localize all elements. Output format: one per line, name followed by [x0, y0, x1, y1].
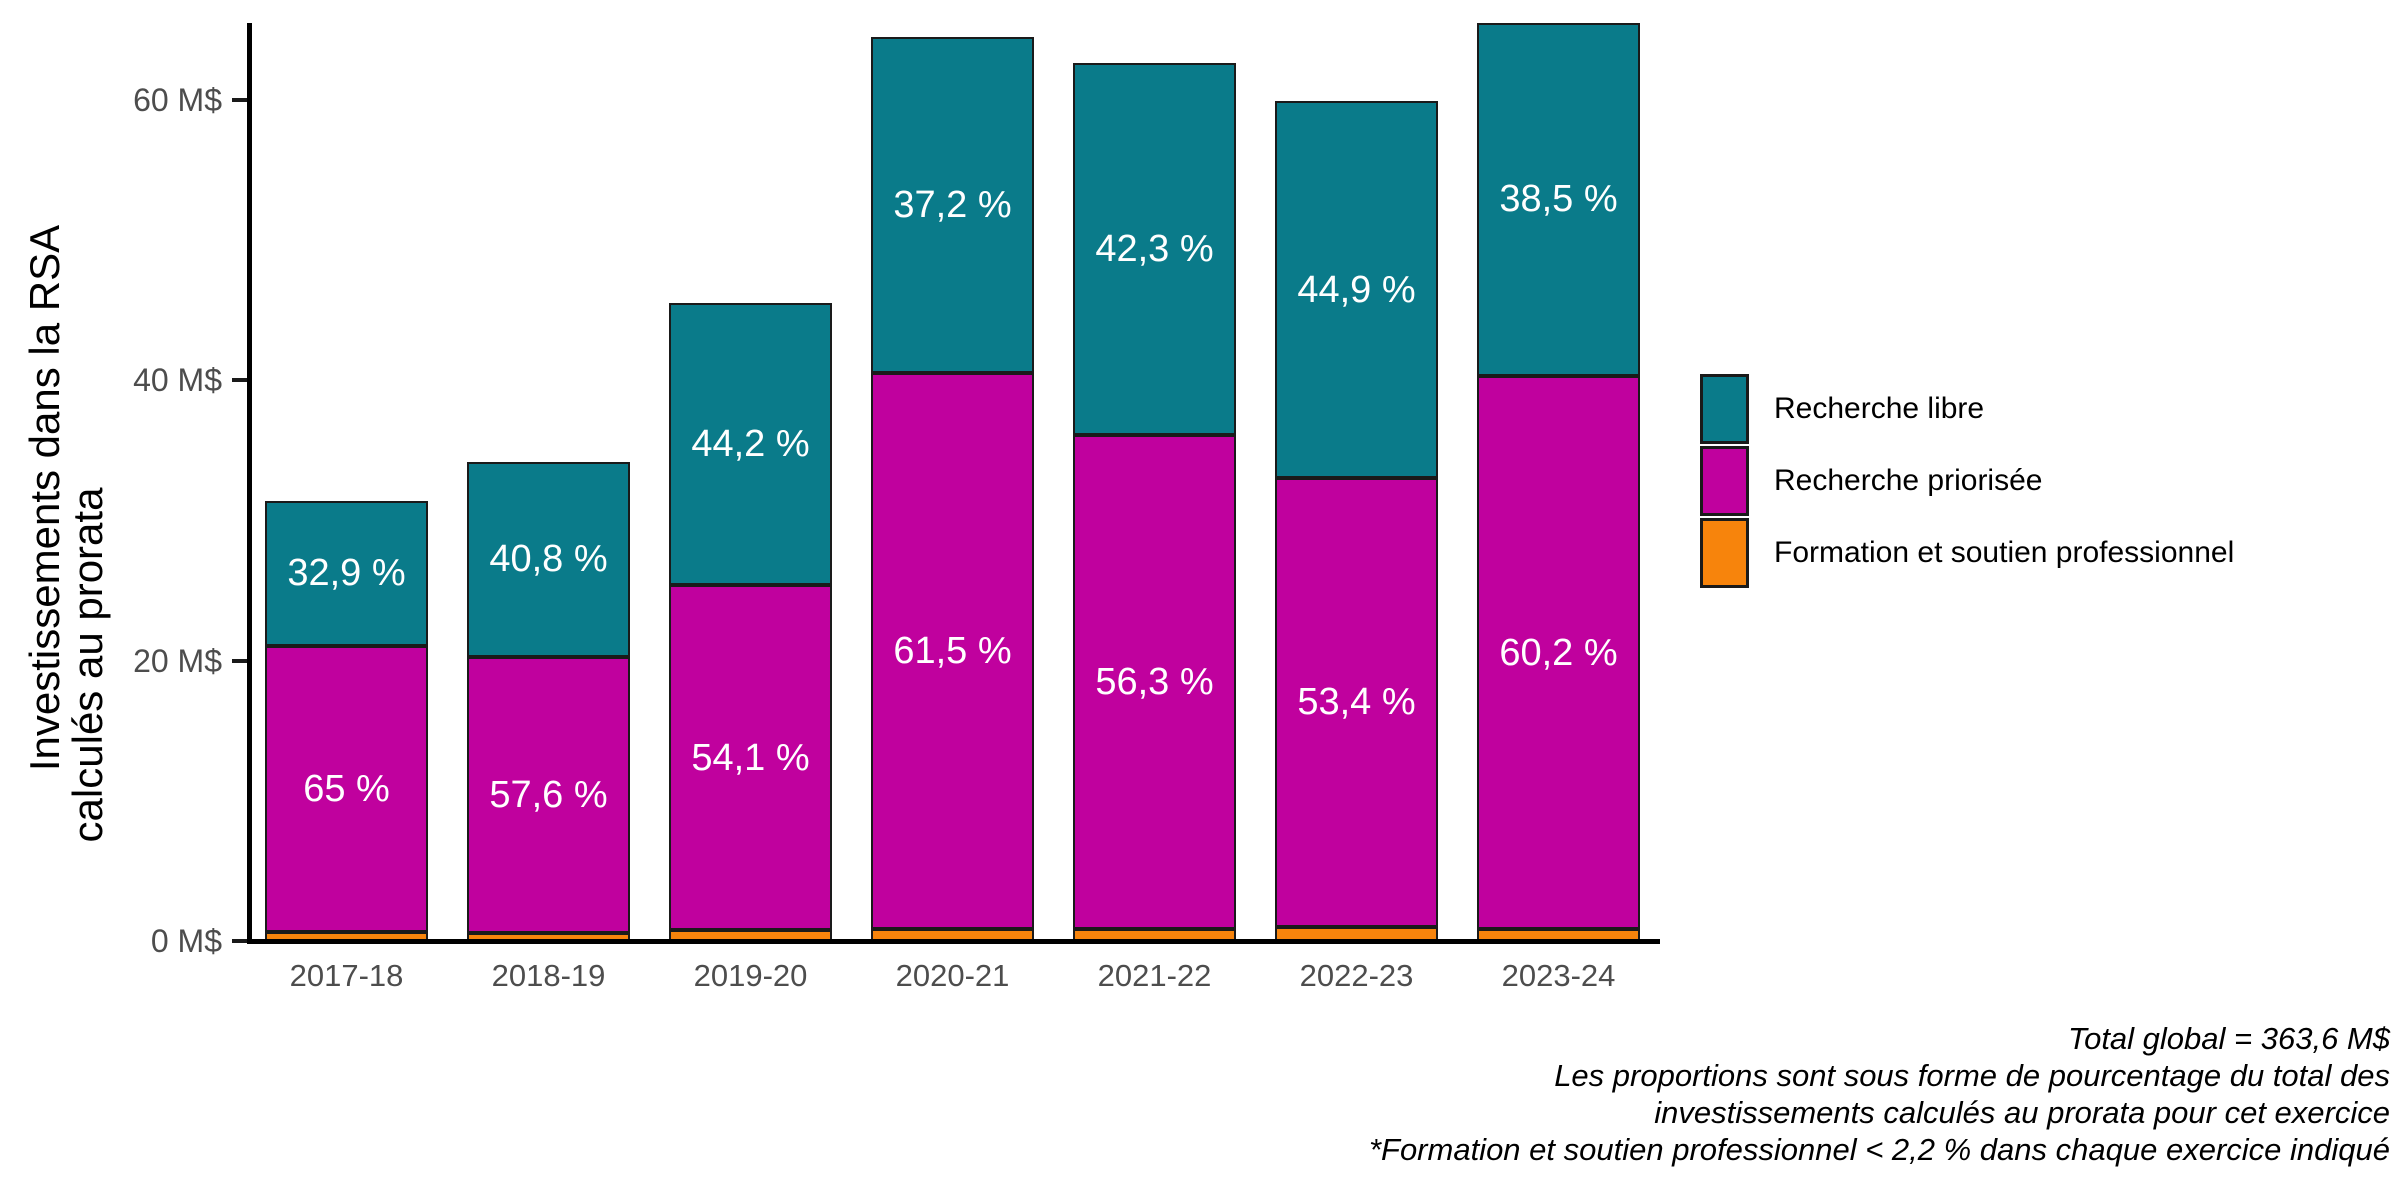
bar-segment-recherche-priorisee [265, 645, 428, 932]
bar-value-label: 54,1 % [691, 736, 810, 779]
legend-label: Recherche libre [1774, 392, 1985, 425]
y-tick-mark [232, 97, 247, 102]
footnote-line: Total global = 363,6 M$ [2067, 1021, 2390, 1056]
footnote-line: Les proportions sont sous forme de pourc… [1554, 1058, 2390, 1093]
bar-segment-recherche-priorisee [669, 585, 832, 931]
legend-item: Recherche priorisée [1700, 446, 2234, 516]
bar-value-label: 56,3 % [1095, 660, 1214, 703]
y-tick-label: 0 M$ [150, 923, 222, 959]
y-tick-label: 60 M$ [133, 81, 222, 118]
legend-swatch-recherche-libre [1700, 374, 1749, 444]
x-tick-label: 2020-21 [895, 958, 1010, 993]
x-tick-label: 2018-19 [491, 958, 606, 993]
legend-swatch-formation-et-soutien-professionnel [1700, 518, 1749, 588]
bar-value-label: 38,5 % [1499, 178, 1618, 221]
bar-segment-recherche-libre [1275, 101, 1438, 479]
bar-value-label: 65 % [303, 767, 390, 810]
x-axis-line [247, 938, 1660, 944]
footnote-line: investissements calculés au prorata pour… [1654, 1095, 2390, 1130]
legend: Recherche libre Recherche priorisée Format… [1700, 374, 2234, 590]
bar-segment-recherche-libre [871, 36, 1034, 374]
bar-value-label: 42,3 % [1095, 227, 1214, 270]
bar-segment-recherche-priorisee [1275, 478, 1438, 927]
footnotes: Total global = 363,6 M$ Les proportions s… [990, 1020, 2390, 1168]
bar-value-label: 61,5 % [893, 630, 1012, 673]
bar-value-label: 53,4 % [1297, 681, 1416, 724]
bar-segment-recherche-libre [1477, 22, 1640, 377]
bar-value-label: 40,8 % [489, 538, 608, 581]
x-tick-label: 2023-24 [1501, 958, 1616, 993]
y-tick-mark [232, 378, 247, 383]
legend-label: Recherche priorisée [1774, 464, 2043, 497]
bar-value-label: 57,6 % [489, 774, 608, 817]
legend-swatch-recherche-priorisee [1700, 446, 1749, 516]
legend-item: Formation et soutien professionnel [1700, 518, 2234, 588]
x-tick-label: 2017-18 [289, 958, 404, 993]
bar-value-label: 44,2 % [691, 423, 810, 466]
bar-value-label: 37,2 % [893, 183, 1012, 226]
x-tick-label: 2019-20 [693, 958, 808, 993]
bar-segment-recherche-libre [1073, 63, 1236, 435]
y-tick-label: 20 M$ [133, 642, 222, 679]
bar-value-label: 32,9 % [287, 552, 406, 595]
bar-segment-recherche-priorisee [467, 657, 630, 934]
bar-segment-recherche-libre [467, 461, 630, 658]
bar-segment-recherche-libre [669, 303, 832, 586]
bar-value-label: 44,9 % [1297, 268, 1416, 311]
y-tick-mark [232, 939, 247, 943]
bar-segment-recherche-libre [265, 500, 428, 646]
bar-segment-recherche-priorisee [1073, 434, 1236, 929]
y-tick-label: 40 M$ [133, 362, 222, 399]
bar-segment-recherche-priorisee [1477, 376, 1640, 930]
legend-label: Formation et soutien professionnel [1774, 536, 2235, 569]
y-axis-line [247, 23, 252, 944]
bar-value-label: 60,2 % [1499, 631, 1618, 674]
footnote-line: *Formation et soutien professionnel < 2,… [1368, 1132, 2390, 1167]
bar-segment-recherche-priorisee [871, 373, 1034, 930]
legend-item: Recherche libre [1700, 374, 2234, 444]
y-tick-mark [232, 658, 247, 663]
x-tick-label: 2021-22 [1097, 958, 1212, 993]
y-axis-title-line-1: Investissements dans la RSA [21, 224, 68, 772]
x-tick-label: 2022-23 [1299, 958, 1414, 993]
